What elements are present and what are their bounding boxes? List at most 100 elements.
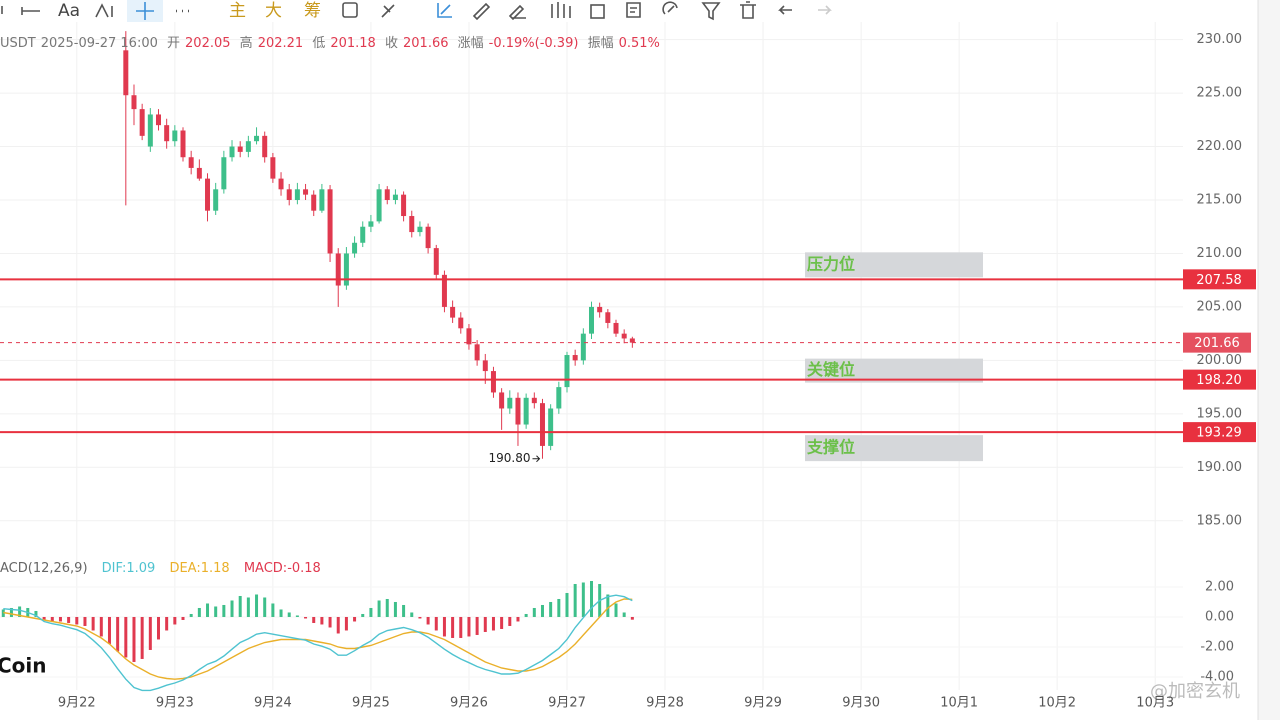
low-annotation: 190.80 bbox=[488, 451, 530, 465]
y-tick-label: 225.00 bbox=[1197, 86, 1243, 101]
candle-body bbox=[474, 344, 480, 361]
macd-bar bbox=[156, 616, 160, 640]
tool-icon bbox=[818, 5, 832, 15]
macd-bar bbox=[344, 616, 348, 631]
macd-bar bbox=[410, 612, 414, 617]
dif-label: DIF: bbox=[101, 561, 127, 576]
y-tick-label: 200.00 bbox=[1197, 353, 1243, 368]
macd-bar bbox=[565, 592, 569, 617]
tool-icon[interactable] bbox=[508, 4, 526, 21]
watermark: @加密玄机 bbox=[1150, 681, 1240, 702]
x-tick-label: 9月27 bbox=[548, 696, 586, 711]
tool-icon[interactable] bbox=[590, 4, 605, 19]
x-tick-label: 9月29 bbox=[744, 696, 782, 711]
candle-body bbox=[433, 248, 439, 275]
macd-bar bbox=[353, 616, 357, 622]
candle-body bbox=[245, 141, 251, 152]
macd-bar bbox=[557, 598, 561, 617]
candle-body bbox=[466, 328, 472, 345]
y-tick-label: 210.00 bbox=[1197, 246, 1243, 261]
x-tick-label: 10月3 bbox=[1136, 696, 1174, 711]
y-tick-label: -4.00 bbox=[1200, 669, 1234, 684]
macd-bar bbox=[165, 616, 169, 631]
y-tick-label: 0.00 bbox=[1205, 609, 1234, 624]
level-tag bbox=[1183, 422, 1256, 443]
macd-bar bbox=[214, 606, 218, 617]
macd-bar bbox=[238, 595, 242, 617]
macd-label: MACD: bbox=[243, 561, 288, 576]
candle-body bbox=[425, 226, 431, 249]
macd-bar bbox=[1, 609, 5, 617]
tool-icon[interactable] bbox=[342, 2, 358, 18]
y-tick-label: -2.00 bbox=[1200, 639, 1234, 654]
candle-body bbox=[294, 189, 300, 200]
tool-icon[interactable] bbox=[551, 2, 571, 18]
candle-body bbox=[303, 189, 309, 195]
tool-text[interactable]: 筹 bbox=[304, 1, 321, 21]
candle-body bbox=[507, 397, 513, 409]
macd-bar bbox=[361, 613, 365, 617]
candle-body bbox=[458, 317, 464, 329]
macd-bar bbox=[328, 616, 332, 628]
macd-bar bbox=[140, 616, 144, 659]
macd-bar bbox=[304, 616, 308, 619]
candle-body bbox=[539, 403, 545, 446]
macd-bar bbox=[500, 616, 504, 629]
candle-body bbox=[597, 306, 603, 313]
macd-bar bbox=[287, 612, 291, 617]
tool-icon[interactable] bbox=[740, 1, 756, 19]
macd-bar bbox=[312, 616, 316, 623]
level-name: 关键位 bbox=[807, 360, 855, 379]
candle-body bbox=[270, 157, 276, 179]
macd-bar bbox=[442, 616, 446, 637]
candle-body bbox=[629, 338, 635, 343]
x-tick-label: 9月30 bbox=[842, 696, 880, 711]
label: 涨幅 bbox=[457, 36, 484, 51]
tool-icon[interactable] bbox=[95, 3, 113, 18]
level-name: 支撑位 bbox=[806, 438, 855, 457]
candle-body bbox=[213, 189, 219, 211]
candle-body bbox=[131, 95, 137, 110]
candle-body bbox=[580, 333, 586, 361]
macd-bar bbox=[336, 616, 340, 634]
value: 202.05 bbox=[185, 36, 231, 51]
x-tick-label: 9月25 bbox=[352, 696, 390, 711]
macd-bar bbox=[459, 616, 463, 638]
tool-icon[interactable] bbox=[136, 2, 154, 20]
tool-icon[interactable] bbox=[437, 3, 452, 18]
macd-bar bbox=[83, 616, 87, 626]
level-name: 压力位 bbox=[807, 254, 855, 273]
y-tick-label: 185.00 bbox=[1197, 513, 1243, 528]
macd-bar bbox=[9, 607, 13, 617]
macd-bar bbox=[549, 601, 553, 617]
tool-text[interactable]: 主 bbox=[229, 1, 246, 21]
macd-bar bbox=[132, 616, 136, 662]
y-tick-label: 2.00 bbox=[1205, 579, 1234, 594]
tool-icon[interactable] bbox=[701, 2, 721, 21]
tool-text[interactable]: 大 bbox=[265, 1, 282, 21]
macd-bar bbox=[508, 616, 512, 626]
label: 开 bbox=[167, 36, 181, 51]
macd-bar bbox=[222, 604, 226, 617]
candle-body bbox=[221, 157, 227, 190]
candle-body bbox=[531, 397, 537, 404]
macd-legend: ACD(12,26,9) DIF:1.09 DEA:1.18 MACD:-0.1… bbox=[0, 561, 321, 576]
tool-text[interactable]: Aa bbox=[58, 1, 80, 21]
candle-body bbox=[409, 216, 415, 233]
candle-body bbox=[286, 189, 292, 200]
tool-icon[interactable] bbox=[626, 2, 641, 18]
tool-icon[interactable] bbox=[21, 7, 40, 15]
tool-icon[interactable] bbox=[472, 2, 491, 21]
macd-bar bbox=[75, 616, 79, 625]
macd-bar bbox=[418, 616, 422, 619]
candle-body bbox=[515, 397, 521, 425]
value: 0.51% bbox=[618, 36, 660, 51]
tool-icon[interactable] bbox=[381, 4, 395, 18]
tool-icon[interactable] bbox=[778, 5, 792, 15]
macd-bar bbox=[197, 607, 201, 617]
label: 振幅 bbox=[587, 36, 614, 51]
tool-icon[interactable] bbox=[662, 1, 678, 15]
y-tick-label: 230.00 bbox=[1197, 32, 1243, 47]
macd-bar bbox=[402, 604, 406, 617]
